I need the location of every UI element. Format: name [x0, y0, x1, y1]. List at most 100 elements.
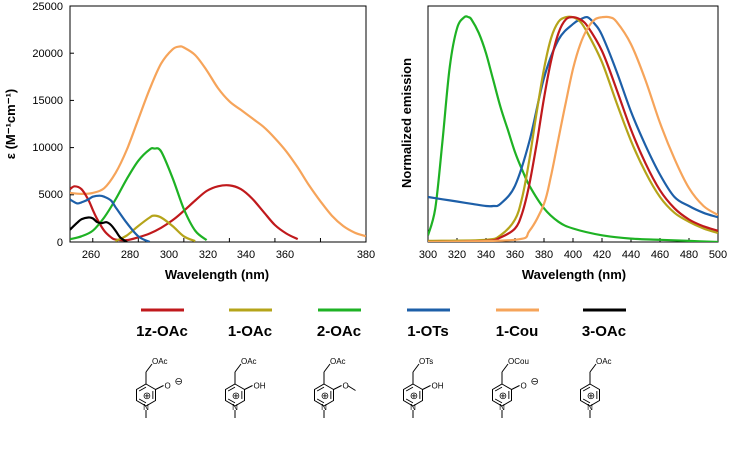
series-line-1-ots: [428, 15, 718, 219]
ring-substituent-bond: [155, 385, 164, 390]
minus-charge-icon: ⊖: [531, 377, 539, 388]
x-tick-label: 500: [709, 249, 727, 261]
double-bond: [405, 398, 414, 404]
y-axis-label: ε (M⁻¹cm⁻¹): [3, 89, 18, 159]
absorption-chart: 25000 20000 15000 10000 5000 0 260 280 3…: [3, 1, 375, 282]
x-tick-label: 320: [448, 249, 466, 261]
nitrogen-label: N: [587, 403, 593, 412]
double-bond: [227, 386, 236, 392]
x-tick-label: 460: [651, 249, 669, 261]
o-bond: [323, 363, 331, 373]
double-bond: [405, 386, 414, 392]
nitrogen-label: N: [232, 403, 238, 412]
plus-charge-icon: ⊕: [232, 391, 240, 402]
series-line-1-ots: [70, 194, 151, 242]
nitrogen-label: N: [410, 403, 416, 412]
y-tick-label: 20000: [32, 48, 63, 60]
x-tick-label: 380: [357, 249, 375, 261]
ring-substituent-bond: [511, 385, 520, 390]
ring-substituent-bond: [422, 385, 431, 390]
plot-frame: [69, 5, 367, 243]
x-tick-label: 320: [199, 249, 217, 261]
o-bond: [589, 363, 597, 373]
series-line-1z-oac: [428, 16, 718, 242]
x-tick-label: 340: [237, 249, 255, 261]
nitrogen-label: N: [499, 403, 505, 412]
o-bond: [412, 363, 420, 373]
plus-charge-icon: ⊕: [499, 391, 507, 402]
o-bond: [501, 363, 509, 373]
series-line-3-oac: [70, 216, 128, 242]
structure-1-ots: N⊕ OTs OH: [403, 357, 444, 418]
x-tick-label: 300: [160, 249, 178, 261]
double-bond: [582, 386, 591, 392]
ring-group-label: OH: [432, 382, 444, 391]
pyridine-ring: [580, 383, 600, 407]
x-tick-label: 260: [82, 249, 100, 261]
x-tick-label: 280: [121, 249, 139, 261]
double-bond: [582, 398, 591, 404]
series-line-2-oac: [428, 15, 718, 242]
substituent-label: OAc: [596, 357, 612, 366]
o-bond: [145, 363, 153, 373]
double-bond: [316, 398, 325, 404]
structure-3-oac: N⊕ OAc: [580, 357, 612, 418]
x-tick-label: 340: [477, 249, 495, 261]
pyridine-ring: [136, 383, 156, 407]
double-bond: [138, 386, 147, 392]
double-bond: [138, 398, 147, 404]
structure-1-cou: N⊕ OCou O ⊖: [492, 357, 539, 418]
legend-label: 1-Cou: [496, 323, 539, 340]
series-line-2-oac: [70, 147, 208, 241]
structure-2-oac: N⊕ OAc O: [314, 357, 356, 418]
y-tick-label: 15000: [32, 95, 63, 107]
series-line-1-cou: [428, 15, 718, 242]
pyridine-ring: [314, 383, 334, 407]
double-bond: [494, 386, 503, 392]
x-axis-label: Wavelength (nm): [165, 267, 269, 282]
ring-substituent-bond: [333, 385, 342, 390]
series-line-1-oac: [114, 214, 196, 242]
ring-group-label: O: [165, 382, 171, 391]
legend-label: 1-OAc: [228, 323, 272, 340]
x-tick-label: 360: [276, 249, 294, 261]
x-tick-label: 300: [419, 249, 437, 261]
ring-group-label: O: [343, 382, 349, 391]
double-bond: [494, 398, 503, 404]
x-tick-label: 440: [622, 249, 640, 261]
series-line-1z-oac: [70, 184, 299, 242]
x-axis-label: Wavelength (nm): [522, 267, 626, 282]
y-tick-label: 25000: [32, 1, 63, 13]
pyridine-ring: [403, 383, 423, 407]
nitrogen-label: N: [321, 403, 327, 412]
substituent-label: OCou: [508, 357, 529, 366]
ring-substituent-bond: [244, 385, 253, 390]
plus-charge-icon: ⊕: [321, 391, 329, 402]
x-tick-label: 400: [564, 249, 582, 261]
emission-chart: 300 320 340 360 380 400 420 440 460 480 …: [399, 5, 727, 282]
pyridine-ring: [492, 383, 512, 407]
double-bond: [316, 386, 325, 392]
double-bond: [227, 398, 236, 404]
y-tick-label: 5000: [39, 189, 63, 201]
plus-charge-icon: ⊕: [143, 391, 151, 402]
pyridine-ring: [225, 383, 245, 407]
y-tick-label: 0: [57, 237, 63, 249]
substituent-label: OAc: [241, 357, 257, 366]
x-tick-label: 380: [535, 249, 553, 261]
y-tick-label: 10000: [32, 142, 63, 154]
nitrogen-label: N: [143, 403, 149, 412]
series-line-1-cou: [70, 45, 366, 238]
minus-charge-icon: ⊖: [175, 377, 183, 388]
methoxy-bond: [347, 385, 356, 391]
ring-group-label: OH: [254, 382, 266, 391]
legend-label: 3-OAc: [582, 323, 626, 340]
substituent-label: OTs: [419, 357, 433, 366]
plus-charge-icon: ⊕: [410, 391, 418, 402]
plus-charge-icon: ⊕: [587, 391, 595, 402]
legend-label: 1-OTs: [407, 323, 448, 340]
x-tick-label: 420: [593, 249, 611, 261]
structure-1z-oac: N⊕ OAc O ⊖: [136, 357, 183, 418]
